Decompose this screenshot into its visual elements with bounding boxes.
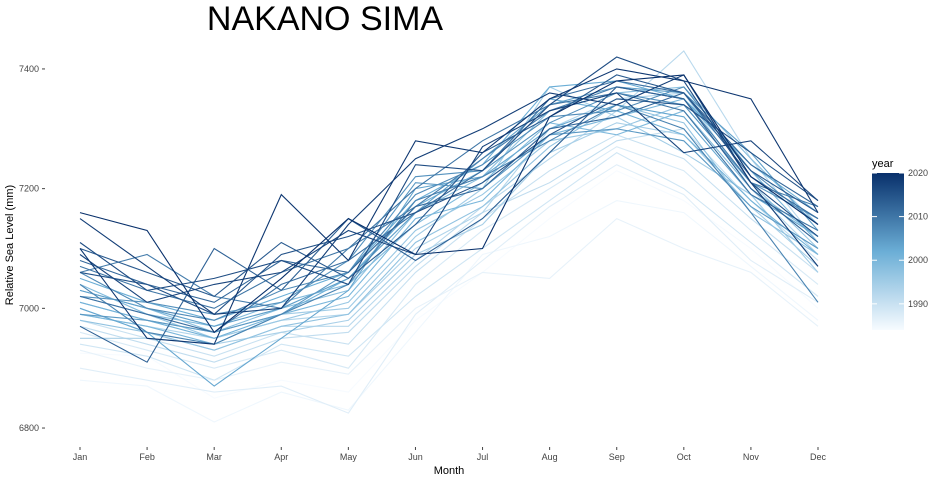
- series-line-1984: [79, 170, 819, 399]
- legend-ticks: 1990 2000 2010 2020: [872, 168, 928, 309]
- series-line-1997: [79, 104, 819, 351]
- legend-tick-label: 2010: [908, 212, 928, 222]
- legend-colorbar: [872, 173, 904, 330]
- y-tick-label: 7400: [19, 64, 39, 74]
- series-line-2000: [79, 98, 819, 345]
- y-tick-label: 7000: [19, 303, 39, 313]
- series-line-2007: [79, 86, 819, 321]
- legend-title: year: [872, 158, 894, 170]
- x-tick-label: Jan: [73, 452, 88, 462]
- series-line-2016: [79, 56, 819, 291]
- y-axis-title: Relative Sea Level (mm): [4, 185, 16, 305]
- series-line-2015: [79, 98, 819, 315]
- x-axis: Jan Feb Mar Apr May Jun Jul Aug Sep Oct Nov Dec: [73, 447, 827, 462]
- y-axis: 6800 7000 7200 7400: [19, 64, 45, 433]
- series-line-2020: [79, 74, 819, 334]
- x-tick-label: Mar: [206, 452, 222, 462]
- y-tick-label: 7200: [19, 184, 39, 194]
- series-line-1987: [79, 164, 819, 414]
- y-tick-label: 6800: [19, 423, 39, 433]
- series-lines: [79, 50, 819, 423]
- series-line-2019: [79, 68, 819, 345]
- chart-title: NAKANO SIMA: [207, 0, 443, 38]
- series-line-2017: [79, 92, 819, 303]
- series-line-2013: [79, 86, 819, 363]
- series-line-2006: [79, 92, 819, 315]
- x-tick-label: Jun: [408, 452, 423, 462]
- series-line-2014: [79, 74, 819, 298]
- x-tick-label: Dec: [810, 452, 827, 462]
- series-line-2010: [79, 92, 819, 309]
- legend: year 1990 2000 2010 2020: [872, 158, 928, 330]
- x-tick-label: May: [340, 452, 358, 462]
- x-tick-label: Sep: [609, 452, 625, 462]
- x-tick-label: Jul: [477, 452, 489, 462]
- series-line-1998: [79, 86, 819, 333]
- series-line-2018: [79, 74, 819, 315]
- series-line-1986: [79, 217, 819, 381]
- x-tick-label: Apr: [274, 452, 288, 462]
- x-tick-label: Feb: [139, 452, 155, 462]
- legend-tick-label: 2020: [908, 168, 928, 178]
- series-line-1999: [79, 110, 819, 327]
- series-line-2011: [79, 80, 819, 333]
- legend-tick-label: 2000: [908, 255, 928, 265]
- x-tick-label: Aug: [542, 452, 558, 462]
- series-line-1985: [79, 200, 819, 423]
- series-line-2005: [79, 128, 819, 333]
- series-line-1988: [79, 146, 819, 369]
- series-line-1989: [79, 152, 819, 381]
- legend-tick-label: 1990: [908, 299, 928, 309]
- x-tick-label: Oct: [677, 452, 692, 462]
- x-axis-title: Month: [434, 465, 465, 477]
- x-tick-label: Nov: [743, 452, 760, 462]
- series-line-1993: [79, 92, 819, 339]
- series-line-1990: [79, 134, 819, 357]
